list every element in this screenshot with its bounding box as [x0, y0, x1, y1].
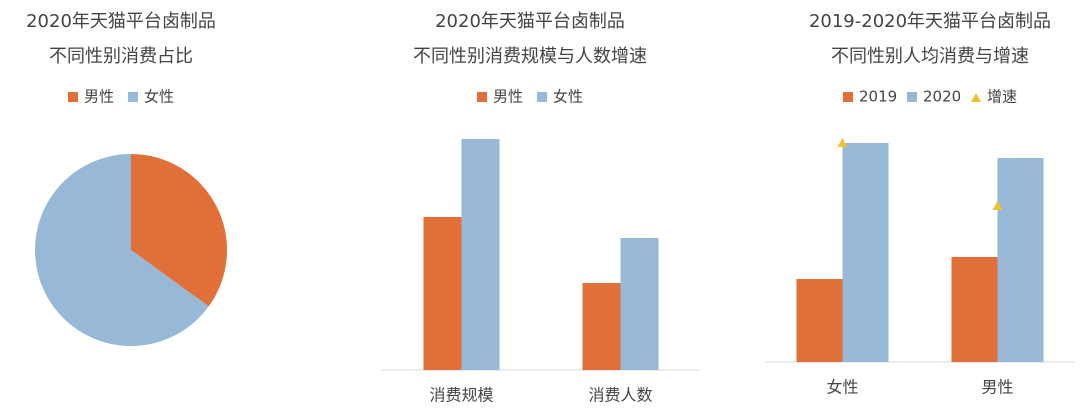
legend-label: 女性 [553, 88, 583, 106]
bar [423, 217, 462, 370]
legend-label: 2020 [923, 88, 961, 106]
growth-marker [992, 201, 1003, 210]
pie-slice [35, 154, 209, 346]
x-tick-label: 消费人数 [588, 386, 652, 405]
chart-title: 不同性别消费占比 [49, 46, 193, 67]
x-tick-label: 男性 [981, 378, 1013, 397]
legend-swatch [971, 93, 981, 102]
legend-swatch [537, 92, 547, 102]
bar [620, 238, 659, 370]
legend-label: 2019 [859, 88, 897, 106]
legend-label: 男性 [493, 88, 523, 106]
legend-swatch [128, 92, 138, 102]
chart-title: 2019-2020年天猫平台卤制品 [809, 11, 1051, 32]
legend-label: 增速 [987, 88, 1017, 106]
bar [951, 257, 998, 362]
legend-swatch [907, 92, 917, 102]
x-tick-label: 消费规模 [429, 386, 493, 405]
bar [582, 283, 621, 370]
legend-swatch [843, 92, 853, 102]
growth-marker [837, 138, 848, 147]
legend-swatch [477, 92, 487, 102]
legend-label: 男性 [84, 88, 114, 106]
chart-title: 不同性别人均消费与增速 [831, 46, 1029, 67]
legend-label: 女性 [144, 88, 174, 106]
chart-title: 2020年天猫平台卤制品 [435, 11, 625, 32]
chart-title: 2020年天猫平台卤制品 [26, 11, 216, 32]
bar [461, 139, 500, 370]
bar [997, 158, 1044, 362]
x-tick-label: 女性 [826, 378, 858, 397]
bar [796, 279, 843, 362]
legend-swatch [68, 92, 78, 102]
pie-slice [131, 154, 228, 307]
chart-title: 不同性别消费规模与人数增速 [413, 46, 647, 67]
bar [842, 143, 889, 362]
